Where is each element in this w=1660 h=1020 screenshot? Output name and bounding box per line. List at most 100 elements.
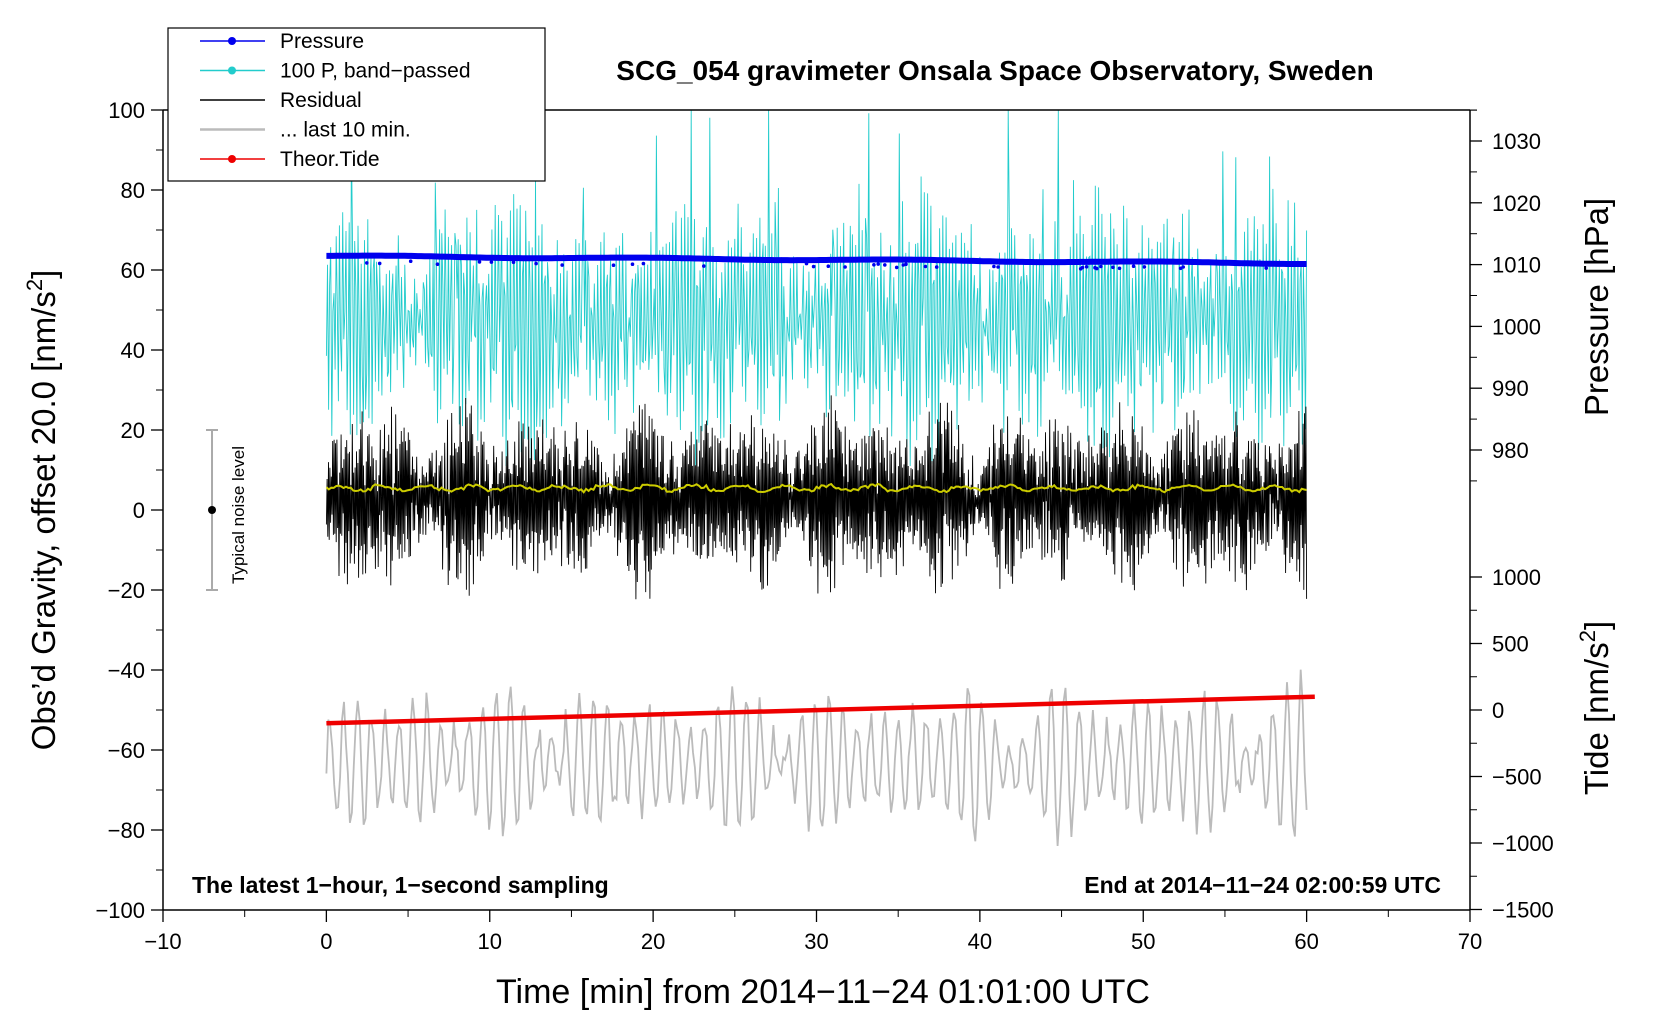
pressure-point — [904, 262, 908, 267]
x-tick-label: 10 — [478, 929, 502, 954]
x-tick-label: 20 — [641, 929, 665, 954]
tide-axis-label-superscript: 2 — [1575, 630, 1600, 642]
y-axis-label-end: ] — [25, 270, 62, 279]
pressure-point — [365, 261, 369, 265]
y-tick-label: 100 — [108, 98, 145, 123]
pressure-point — [1117, 266, 1122, 271]
pressure-point — [826, 264, 831, 269]
pressure-point — [992, 264, 996, 269]
tide-line — [326, 694, 1315, 726]
pressure-point — [377, 261, 382, 266]
tide-axis-label-main: Tide [nm/s — [1578, 642, 1615, 795]
legend: Pressure 100 P, band−passed Residual ... la… — [167, 27, 546, 182]
pressure-point — [1142, 265, 1147, 269]
pressure-tick-label: 1030 — [1492, 129, 1541, 154]
pressure-point — [996, 265, 1000, 269]
pressure-point — [1131, 264, 1136, 269]
pressure-point — [894, 265, 899, 270]
residual-smoothed-line — [325, 482, 1307, 494]
series-theoretical-tide — [326, 694, 1315, 726]
legend-label: ... last 10 min. — [280, 119, 411, 142]
legend-swatch-marker — [228, 155, 236, 163]
pressure-point — [477, 260, 482, 264]
pressure-tick-label: 990 — [1492, 376, 1529, 401]
pressure-point — [611, 263, 616, 268]
y-axis-ticks: −100 −80 −60 −40 −20 0 20 40 60 80 100 — [95, 98, 163, 923]
noise-bar-center-dot — [208, 506, 217, 514]
y-tick-label: 0 — [133, 498, 145, 523]
pressure-point — [843, 265, 847, 269]
y-tick-label: 80 — [121, 178, 145, 203]
y-tick-label: −60 — [108, 738, 145, 763]
pressure-point — [1080, 265, 1085, 270]
y-tick-label: −20 — [108, 578, 145, 603]
legend-label: 100 P, band−passed — [280, 60, 471, 83]
legend-label: Residual — [280, 89, 362, 112]
pressure-point — [1093, 265, 1097, 270]
tide-tick-label: −1500 — [1492, 898, 1554, 923]
pressure-point — [1178, 266, 1183, 271]
x-tick-label: 70 — [1458, 929, 1482, 954]
noise-level-label: Typical noise level — [229, 446, 248, 584]
annotation-sampling: The latest 1−hour, 1−second sampling — [192, 872, 609, 898]
pressure-point — [804, 261, 809, 266]
tide-tick-label: 0 — [1492, 698, 1504, 723]
legend-label: Theor.Tide — [280, 148, 380, 171]
x-tick-label: 0 — [320, 929, 332, 954]
pressure-point — [435, 262, 440, 267]
y-tick-label: 20 — [121, 418, 145, 443]
x-tick-label: 30 — [804, 929, 828, 954]
series-pressure — [326, 252, 1307, 271]
y-tick-label: 60 — [121, 258, 145, 283]
chart-title: SCG_054 gravimeter Onsala Space Observat… — [616, 55, 1373, 86]
annotation-end-time: End at 2014−11−24 02:00:59 UTC — [1084, 872, 1441, 898]
pressure-point — [1084, 265, 1089, 269]
pressure-point — [872, 263, 876, 267]
pressure-point — [876, 262, 880, 266]
tide-tick-label: 500 — [1492, 632, 1529, 657]
tide-tick-label: 1000 — [1492, 565, 1541, 590]
pressure-point — [511, 260, 516, 265]
x-tick-label: 40 — [968, 929, 992, 954]
pressure-point — [883, 263, 887, 267]
pressure-axis-ticks: 980 990 1000 1010 1020 1030 — [1470, 109, 1541, 482]
y-tick-label: −80 — [108, 818, 145, 843]
legend-swatch-marker — [228, 37, 236, 45]
y-axis-label-main: Obs’d Gravity, offset 20.0 [nm/s — [25, 291, 62, 750]
x-axis-label: Time [min] from 2014−11−24 01:01:00 UTC — [496, 973, 1150, 1011]
pressure-point — [560, 263, 564, 267]
pressure-point — [1264, 266, 1268, 270]
tide-axis-label-end: ] — [1578, 621, 1615, 630]
bandpassed-line — [325, 109, 1308, 467]
pressure-point — [408, 259, 413, 264]
tide-tick-label: −1000 — [1492, 831, 1554, 856]
pressure-point — [923, 264, 928, 269]
pressure-point — [811, 264, 816, 269]
pressure-point — [641, 261, 646, 266]
tide-axis-label: Tide [nm/s2] — [1575, 621, 1615, 795]
pressure-point — [1111, 265, 1115, 270]
x-axis-ticks: −10 0 10 20 30 40 50 60 70 — [144, 910, 1482, 954]
series-residual — [325, 395, 1308, 600]
y-axis-label: Obs’d Gravity, offset 20.0 [nm/s2] — [22, 270, 62, 751]
x-tick-label: 60 — [1294, 929, 1318, 954]
residual-line — [325, 395, 1308, 600]
pressure-point — [630, 262, 635, 267]
y-axis-label-superscript: 2 — [22, 279, 47, 291]
series-residual-smoothed — [325, 482, 1307, 494]
pressure-point — [702, 264, 706, 268]
pressure-point — [489, 260, 494, 264]
pressure-tick-label: 1000 — [1492, 314, 1541, 339]
y-tick-label: −100 — [95, 898, 145, 923]
y-tick-label: −40 — [108, 658, 145, 683]
series-bandpassed-pressure — [325, 109, 1308, 467]
pressure-point — [1099, 264, 1103, 269]
pressure-point — [901, 263, 906, 267]
tide-tick-label: −500 — [1492, 765, 1542, 790]
y-tick-label: 40 — [121, 338, 145, 363]
pressure-tick-label: 980 — [1492, 438, 1529, 463]
pressure-axis-label: Pressure [hPa] — [1578, 198, 1615, 416]
pressure-point — [934, 265, 939, 269]
legend-swatch-marker — [228, 66, 236, 75]
tide-axis-ticks: −1500 −1000 −500 0 500 1000 — [1470, 565, 1554, 923]
